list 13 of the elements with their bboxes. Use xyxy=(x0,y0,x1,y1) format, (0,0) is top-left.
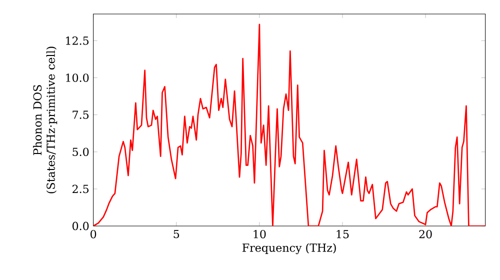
y-tick-label: 5.0 xyxy=(72,148,89,156)
x-tick-label: 20 xyxy=(419,230,432,238)
x-tick-label: 10 xyxy=(254,230,266,238)
x-tick-label: 0 xyxy=(90,230,96,238)
x-tick-label: 5 xyxy=(174,230,180,238)
x-axis-title: Frequency (THz) xyxy=(242,243,336,254)
y-tick-label: 0.0 xyxy=(72,222,89,230)
y-tick-label: 7.5 xyxy=(72,110,89,119)
y-tick-label: 10.0 xyxy=(66,74,89,82)
y-axis-title: Phonon DOS (States/THz·primitive cell) xyxy=(33,46,58,194)
y-tick-label: 2.5 xyxy=(72,184,89,194)
y-tick-label: 12.5 xyxy=(66,36,89,45)
x-tick-label: 15 xyxy=(336,230,349,238)
